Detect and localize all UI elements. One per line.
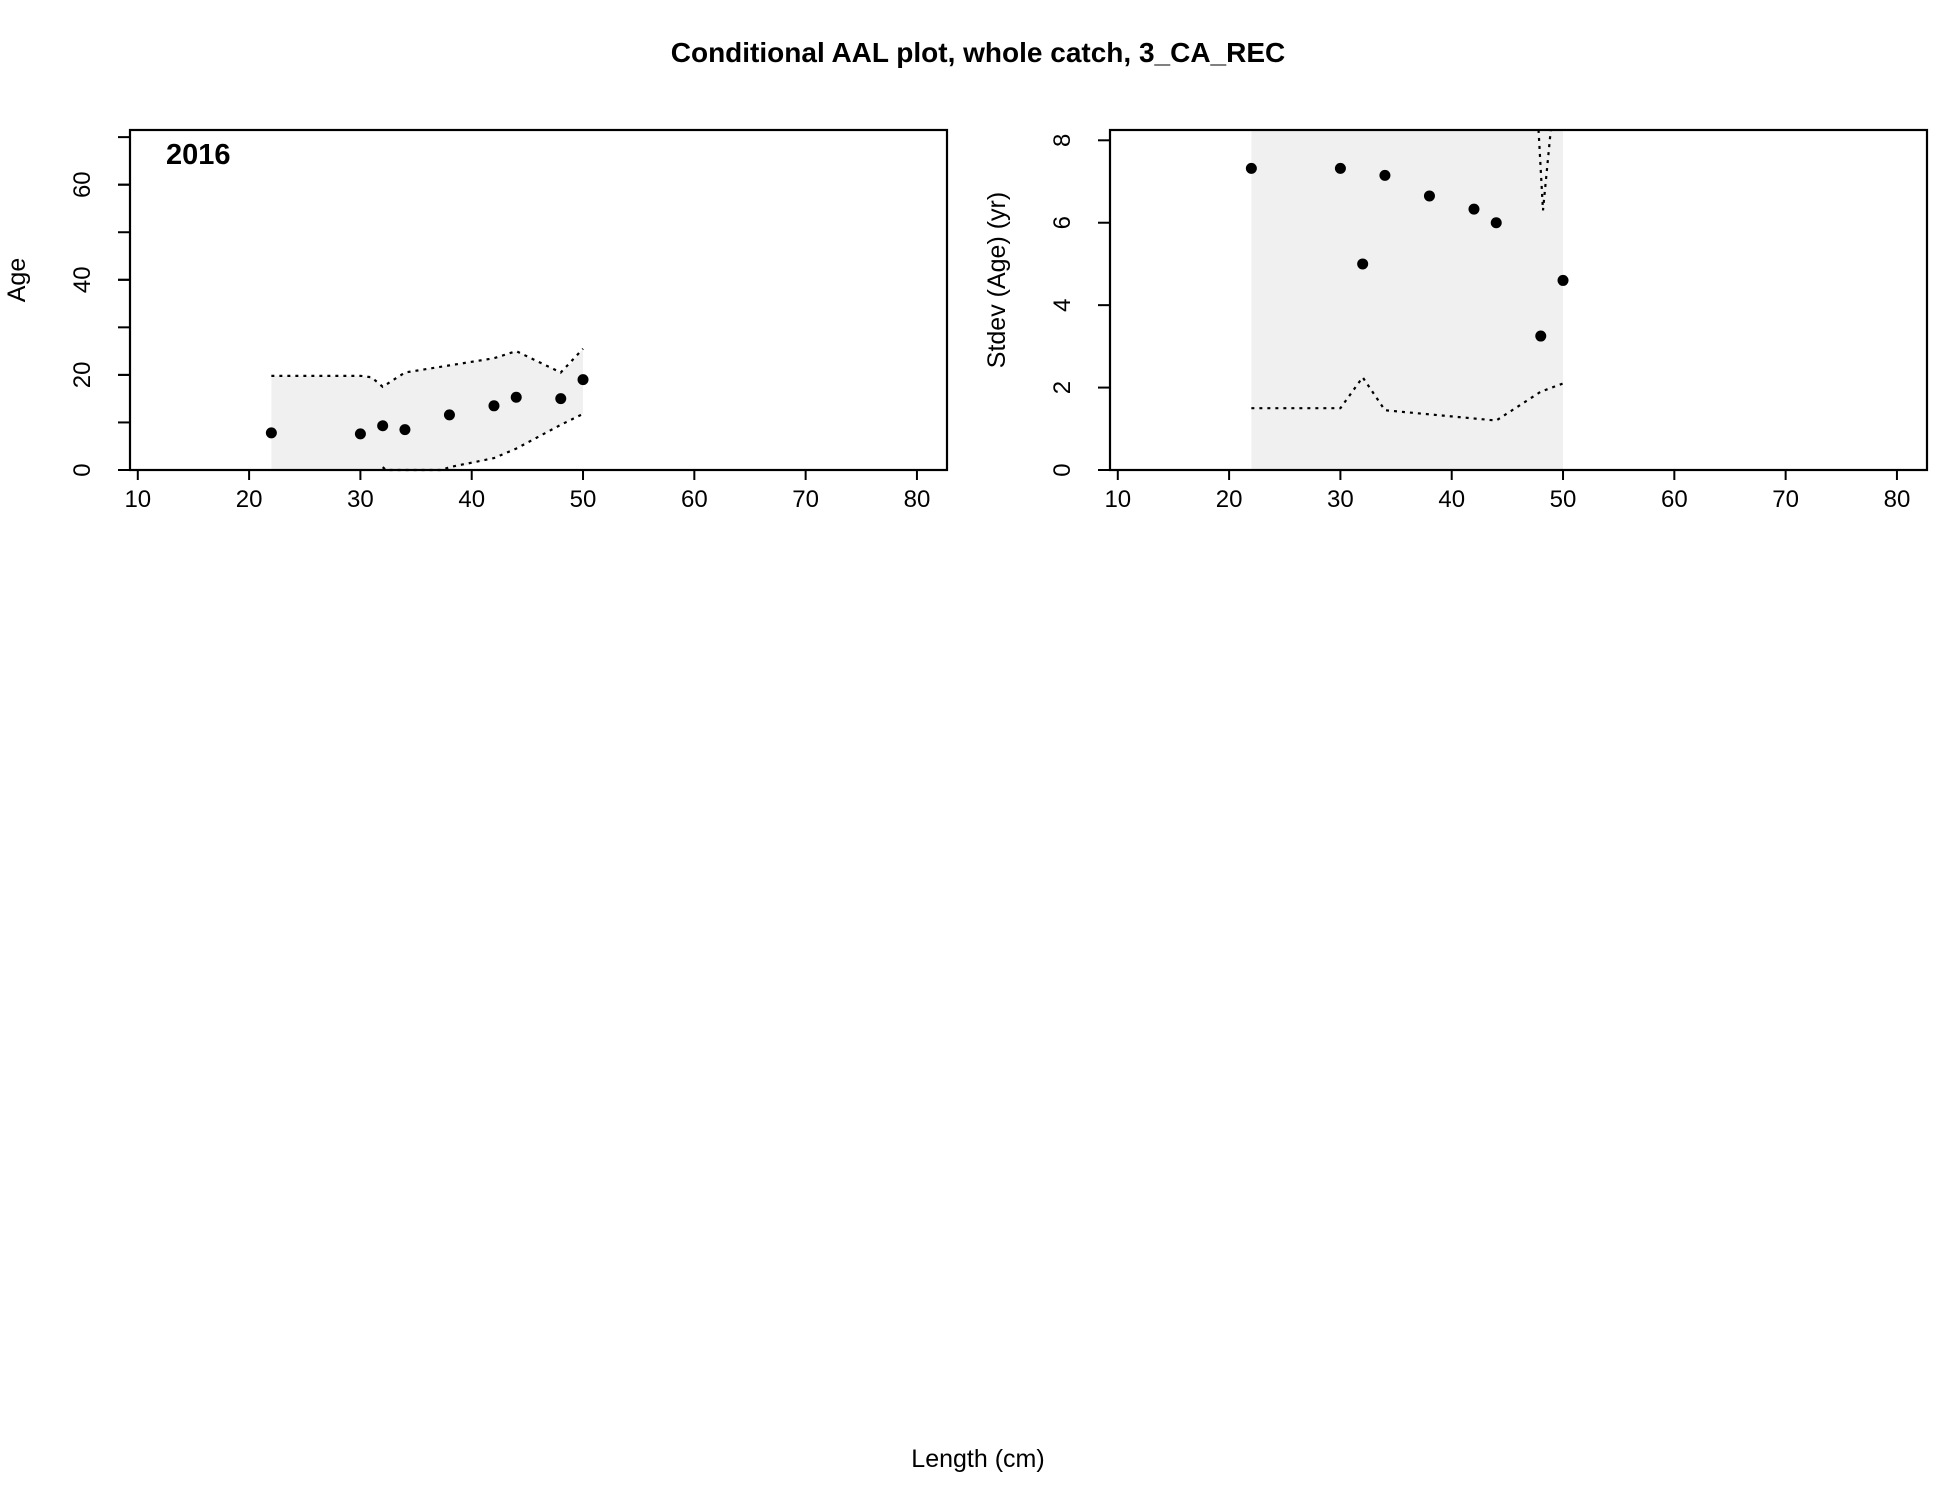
- shared-x-axis-label: Length (cm): [911, 1445, 1044, 1473]
- data-point: [1535, 330, 1547, 342]
- x-tick-label: 50: [570, 486, 597, 513]
- data-point: [1557, 274, 1569, 286]
- x-tick-label: 10: [124, 486, 151, 513]
- data-point: [1357, 258, 1369, 270]
- x-tick-label: 80: [1884, 486, 1911, 513]
- upper-interval-line: [1537, 129, 1552, 211]
- x-tick-label: 20: [236, 486, 263, 513]
- data-point: [1334, 162, 1346, 174]
- data-point: [488, 400, 500, 412]
- y-tick-label: 6: [1049, 216, 1076, 229]
- interval-band: [271, 348, 584, 470]
- data-point: [1490, 217, 1502, 229]
- data-point: [399, 424, 411, 436]
- data-point: [354, 428, 366, 440]
- data-point: [377, 420, 389, 432]
- y-tick-label: 4: [1049, 298, 1076, 311]
- y-tick-label: 40: [69, 266, 96, 293]
- x-tick-label: 30: [1327, 486, 1354, 513]
- data-point: [510, 391, 522, 403]
- y-tick-label: 20: [69, 362, 96, 389]
- x-tick-label: 10: [1104, 486, 1131, 513]
- interval-band: [1251, 130, 1564, 470]
- y-axis-label: Stdev (Age) (yr): [983, 192, 1011, 368]
- data-point: [443, 409, 455, 421]
- y-axis-label: Age: [3, 258, 31, 302]
- x-tick-label: 30: [347, 486, 374, 513]
- x-tick-label: 40: [1438, 486, 1465, 513]
- x-tick-label: 60: [681, 486, 708, 513]
- data-point: [1379, 169, 1391, 181]
- x-tick-label: 70: [792, 486, 819, 513]
- chart-panel-2: 10 20 30 40 50 60 70 80 0 2 4 6 8 Stdev (Age) (yr): [983, 128, 1929, 513]
- x-tick-label: 40: [458, 486, 485, 513]
- y-tick-label: 0: [1049, 463, 1076, 476]
- x-tick-label: 50: [1550, 486, 1577, 513]
- data-point: [555, 393, 567, 405]
- x-tick-label: 70: [1772, 486, 1799, 513]
- data-point: [1423, 190, 1435, 202]
- x-tick-label: 80: [904, 486, 931, 513]
- chart-panel-1: 10 20 30 40 50 60 70 80 0 20 40 60 Age 2016: [3, 128, 949, 513]
- panel-year-label: 2016: [166, 139, 231, 171]
- data-point: [577, 374, 589, 386]
- x-tick-label: 20: [1216, 486, 1243, 513]
- x-tick-label: 60: [1661, 486, 1688, 513]
- data-point: [1245, 162, 1257, 174]
- y-tick-label: 60: [69, 171, 96, 198]
- lower-interval-line: [1251, 375, 1564, 422]
- data-point: [1468, 203, 1480, 215]
- y-tick-label: 8: [1049, 134, 1076, 147]
- y-tick-label: 0: [69, 463, 96, 476]
- y-tick-label: 2: [1049, 381, 1076, 394]
- data-point: [265, 427, 277, 439]
- figure-title: Conditional AAL plot, whole catch, 3_CA_…: [671, 37, 1286, 68]
